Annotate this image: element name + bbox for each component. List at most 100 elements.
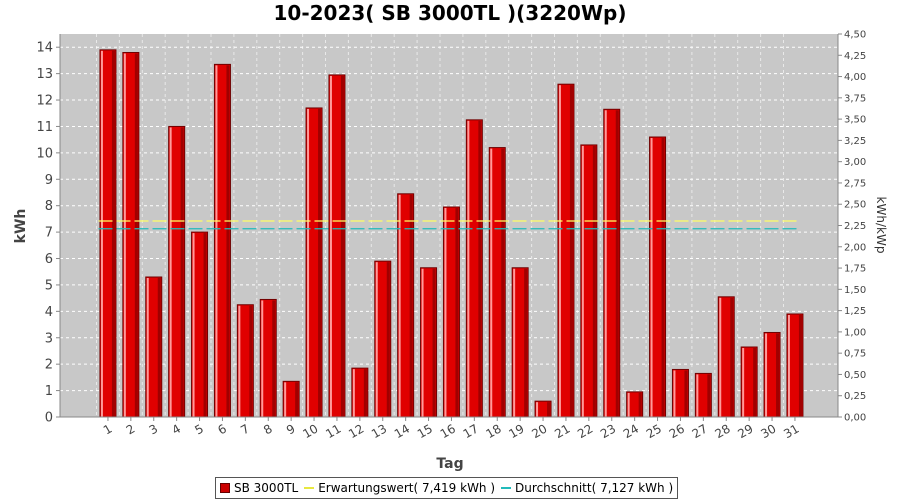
y-right-tick-label: 2,25 [844,221,866,232]
reference-lines [98,220,801,230]
bar [580,144,598,418]
y-axis-right-ticks: 0,00 0,25 0,50 0,75 1,00 1,25 1,50 1,75 2,00 2,25… [838,30,866,424]
legend-label-average: Durchschnitt( 7,127 kWh ) [515,481,674,495]
legend-item-expected: Erwartungswert( 7,419 kWh ) [304,481,495,495]
y-tick-label: 8 [45,199,53,214]
bar [397,193,415,418]
bars [99,49,804,418]
x-tick-label: 4 [170,421,184,437]
y-right-tick-label: 1,50 [844,285,866,296]
bar [191,231,209,418]
legend-item-bars: SB 3000TL [220,481,298,495]
y-right-tick-label: 0,50 [844,370,866,381]
y-right-tick-label: 1,75 [844,264,866,275]
bar [351,367,369,418]
x-tick-label: 11 [323,421,343,441]
y-tick-label: 3 [45,331,53,346]
bar [465,119,483,418]
bar [213,63,231,418]
y-right-tick-label: 3,50 [844,115,866,126]
y-right-tick-label: 0,25 [844,391,866,402]
bar [122,51,140,418]
bar [442,206,460,418]
bar [763,331,781,418]
y-tick-label: 5 [45,278,53,293]
bar [626,391,644,418]
y-tick-label: 14 [36,41,53,56]
x-tick-label: 21 [552,421,572,441]
bar [374,260,392,418]
x-axis-label: Tag [436,456,463,472]
x-tick-label: 18 [484,421,504,441]
y-right-tick-label: 3,75 [844,93,866,104]
bar [259,298,277,418]
y-tick-label: 10 [36,146,53,161]
bar [420,267,438,418]
x-tick-label: 9 [284,421,298,437]
y-tick-label: 4 [45,305,53,320]
y-right-tick-label: 0,00 [844,413,866,424]
bar [740,346,758,418]
bar [511,267,529,418]
bar [305,107,323,418]
legend: SB 3000TL Erwartungswert( 7,419 kWh ) Du… [215,477,679,499]
x-tick-label: 25 [644,421,664,441]
y-right-tick-label: 3,25 [844,136,866,147]
legend-swatch-average [501,487,512,489]
y-tick-label: 9 [45,173,53,188]
legend-swatch-bars [220,483,230,493]
y-tick-label: 2 [45,358,53,373]
x-tick-label: 7 [238,421,252,437]
x-tick-label: 30 [758,421,778,441]
bar [488,147,506,418]
x-tick-label: 1 [101,421,115,437]
y-tick-label: 1 [45,384,53,399]
legend-swatch-expected [304,487,315,489]
y-right-tick-label: 4,00 [844,72,866,83]
x-tick-label: 10 [300,421,320,441]
x-tick-label: 2 [124,421,138,437]
bar [557,83,575,418]
x-tick-label: 15 [415,421,435,441]
x-tick-label: 19 [506,421,526,441]
chart-title: 10-2023( SB 3000TL )(3220Wp) [274,1,627,25]
x-tick-label: 31 [781,421,801,441]
x-tick-label: 16 [438,421,458,441]
bar [282,380,300,418]
bar [328,74,346,418]
y-right-tick-label: 2,50 [844,200,866,211]
y-right-tick-label: 4,50 [844,30,866,41]
x-tick-label: 24 [621,421,641,441]
y-right-tick-label: 1,25 [844,306,866,317]
x-tick-label: 22 [575,421,595,441]
bar [168,125,186,418]
x-tick-label: 23 [598,421,618,441]
bar [236,304,254,418]
bar [786,313,804,418]
bar [671,368,689,418]
y-tick-label: 7 [45,226,53,241]
y-right-tick-label: 0,75 [844,349,866,360]
bar [649,136,667,418]
bar [694,372,712,418]
x-tick-label: 12 [346,421,366,441]
y-tick-label: 12 [36,94,53,109]
y-tick-label: 0 [45,411,53,426]
x-tick-label: 14 [392,421,412,441]
bar [534,400,552,418]
x-tick-label: 27 [690,421,710,441]
y-tick-label: 6 [45,252,53,267]
x-tick-label: 5 [192,421,206,437]
x-tick-label: 20 [529,421,549,441]
legend-label-bars: SB 3000TL [234,481,299,495]
y-right-tick-label: 3,00 [844,157,866,168]
y-tick-label: 11 [36,120,53,135]
x-tick-label: 8 [261,421,275,437]
y-right-tick-label: 2,75 [844,178,866,189]
legend-item-average: Durchschnitt( 7,127 kWh ) [501,481,673,495]
bar [99,49,117,418]
x-tick-label: 6 [215,421,229,437]
bar [717,296,735,418]
